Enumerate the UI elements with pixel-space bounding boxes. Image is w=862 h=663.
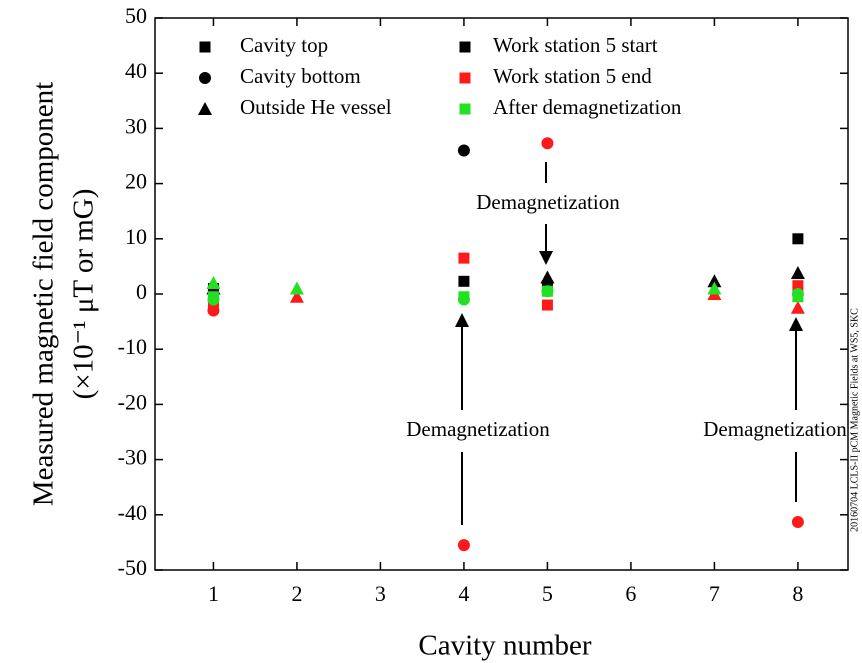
annotation: Demagnetization (406, 417, 550, 441)
x-tick-label: 5 (542, 581, 553, 606)
y-tick-label: 10 (125, 224, 147, 249)
point (457, 539, 470, 552)
legend-label: Cavity top (240, 33, 328, 57)
legend-label: Work station 5 end (493, 64, 652, 88)
point (541, 299, 553, 311)
point (458, 275, 470, 287)
x-tick-label: 2 (291, 581, 302, 606)
x-tick-label: 3 (375, 581, 386, 606)
legend-marker (199, 72, 211, 84)
x-tick-label: 6 (625, 581, 636, 606)
side-note: 20160704 LCLS-II pCM Magnetic Fields at … (849, 308, 860, 532)
legend-label: Cavity bottom (240, 64, 361, 88)
y-tick-label: 0 (136, 279, 147, 304)
x-tick-label: 7 (709, 581, 720, 606)
y-tick-label: 20 (125, 169, 147, 194)
annotation: Demagnetization (703, 417, 847, 441)
point (541, 137, 554, 150)
point (790, 300, 805, 314)
legend-marker (459, 72, 471, 84)
point (791, 515, 804, 528)
legend-marker (459, 103, 471, 115)
annotation: Demagnetization (476, 190, 620, 214)
point (792, 280, 804, 292)
y-tick-label: -50 (118, 555, 147, 580)
y-tick-label: 50 (125, 3, 147, 28)
point (207, 304, 220, 317)
point (791, 288, 804, 300)
point (540, 270, 555, 284)
y-axis-label: (×10⁻¹ μT or mG) (68, 189, 100, 400)
y-tick-label: -30 (118, 445, 147, 470)
point (289, 289, 304, 303)
y-tick-label: -40 (118, 500, 147, 525)
x-axis-label: Cavity number (418, 630, 592, 662)
legend-label: Outside He vessel (240, 95, 392, 119)
point (541, 285, 554, 298)
point (207, 293, 220, 306)
x-tick-label: 4 (458, 581, 469, 606)
legend-marker (198, 102, 212, 115)
point (707, 281, 722, 295)
x-tick-label: 1 (208, 581, 219, 606)
y-axis-label: Measured magnetic field component (28, 82, 60, 506)
point (206, 275, 221, 289)
point (707, 274, 722, 288)
legend-label: After demagnetization (493, 95, 682, 119)
y-tick-label: 30 (125, 113, 147, 138)
y-tick-label: -20 (118, 389, 147, 414)
point (457, 293, 470, 306)
point (289, 281, 304, 295)
legend-label: Work station 5 start (493, 33, 658, 57)
legend-marker (459, 41, 471, 53)
y-tick-label: 40 (125, 58, 147, 83)
y-tick-label: -10 (118, 334, 147, 359)
point (458, 252, 470, 264)
x-tick-label: 8 (792, 581, 803, 606)
point (457, 144, 470, 157)
legend-marker (199, 41, 211, 53)
point (790, 266, 805, 280)
point (792, 233, 804, 245)
